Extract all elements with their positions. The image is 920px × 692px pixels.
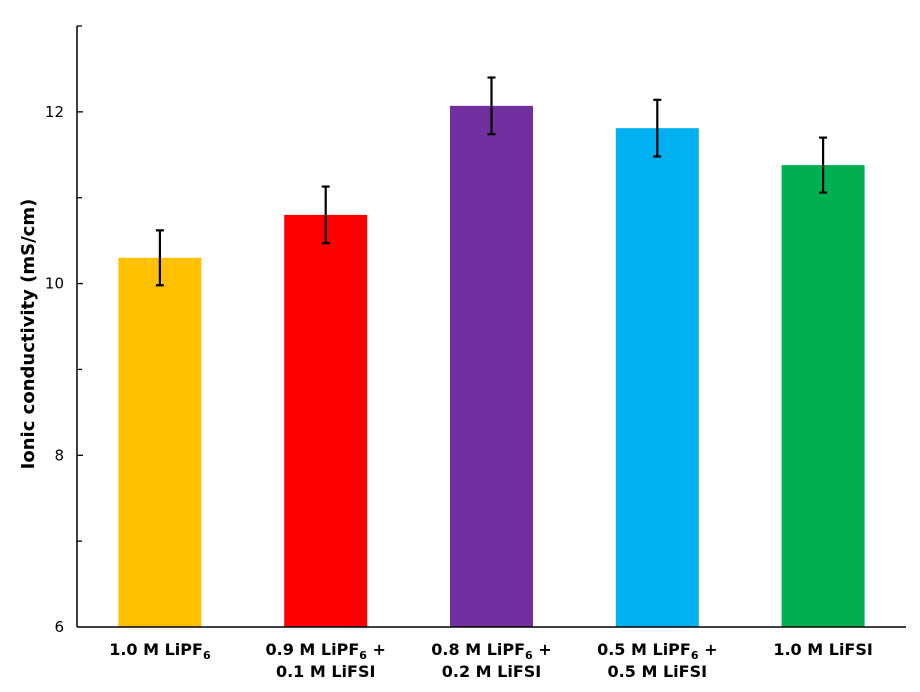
y-axis-title: Ionic conductivity (mS/cm) <box>18 199 39 470</box>
bar-c2 <box>284 214 368 627</box>
x-tick-label-c3: 0.8 M LiPF6 +0.2 M LiFSI <box>431 640 551 681</box>
y-tick-label: 12 <box>45 103 64 121</box>
x-labels-group: 1.0 M LiPF6 0.9 M LiPF6 +0.1 M LiFSI 0.8 M… <box>109 640 873 681</box>
x-tick-label-c5: 1.0 M LiFSI <box>773 640 873 659</box>
axes-group <box>76 26 906 628</box>
y-tick-label: 10 <box>45 275 64 293</box>
x-tick-label-c1: 1.0 M LiPF6 <box>109 640 211 662</box>
bar-c1 <box>118 257 202 627</box>
x-tick-label-c2: 0.9 M LiPF6 +0.1 M LiFSI <box>266 640 386 681</box>
bar-c4 <box>615 128 699 628</box>
y-tick-label: 8 <box>54 446 64 464</box>
bar-c5 <box>781 165 865 628</box>
y-ticks-group: 6 8 10 12 <box>45 25 83 636</box>
error-bars-group <box>155 76 828 287</box>
y-tick-label: 6 <box>54 618 64 636</box>
x-tick-label-c4: 0.5 M LiPF6 +0.5 M LiFSI <box>597 640 717 681</box>
bar-c3 <box>450 105 533 627</box>
bars-group <box>118 105 865 628</box>
